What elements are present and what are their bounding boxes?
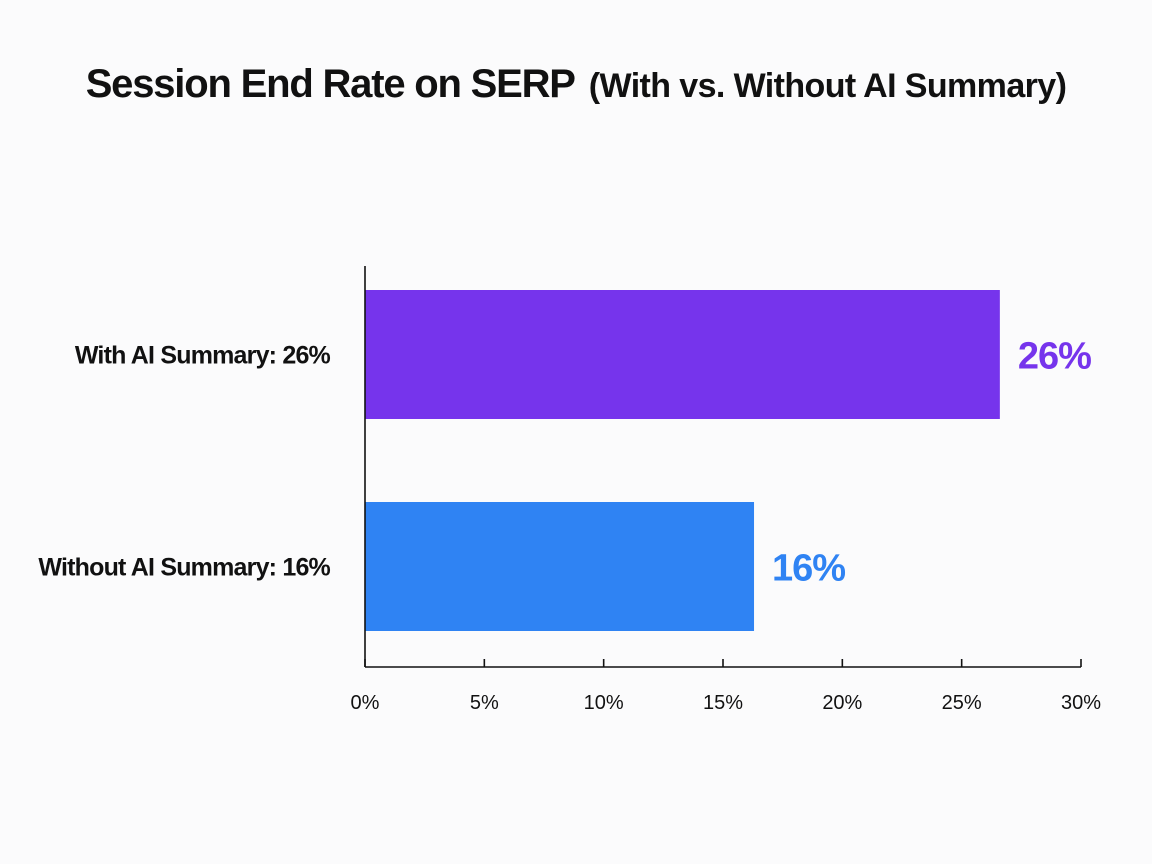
axes-layer: 0% 5% 10% 15% 20% 25% 30% <box>351 266 1101 714</box>
bars-layer: With AI Summary: 26% 26% Without AI Summar… <box>38 290 1092 631</box>
x-tick-label: 0% <box>351 692 380 714</box>
chart-title: Session End Rate on SERP (With vs. Withou… <box>0 62 1152 107</box>
x-tick-label: 15% <box>703 692 743 714</box>
category-label-without-ai-summary: Without AI Summary: 16% <box>38 554 330 582</box>
category-label-with-ai-summary: With AI Summary: 26% <box>75 342 331 370</box>
chart-subtitle: (With vs. Without AI Summary) <box>588 67 1067 105</box>
x-tick-label: 20% <box>822 692 862 714</box>
x-tick-label: 25% <box>942 692 982 714</box>
value-label-without-ai-summary: 16% <box>772 548 845 590</box>
bar-without-ai-summary <box>365 502 755 631</box>
chart-title-main: Session End Rate on SERP <box>85 62 576 106</box>
value-label-with-ai-summary: 26% <box>1018 336 1091 378</box>
x-tick-label: 30% <box>1061 692 1101 714</box>
x-tick-label: 5% <box>470 692 499 714</box>
x-tick-label: 10% <box>584 692 624 714</box>
bar-with-ai-summary <box>365 290 1000 419</box>
